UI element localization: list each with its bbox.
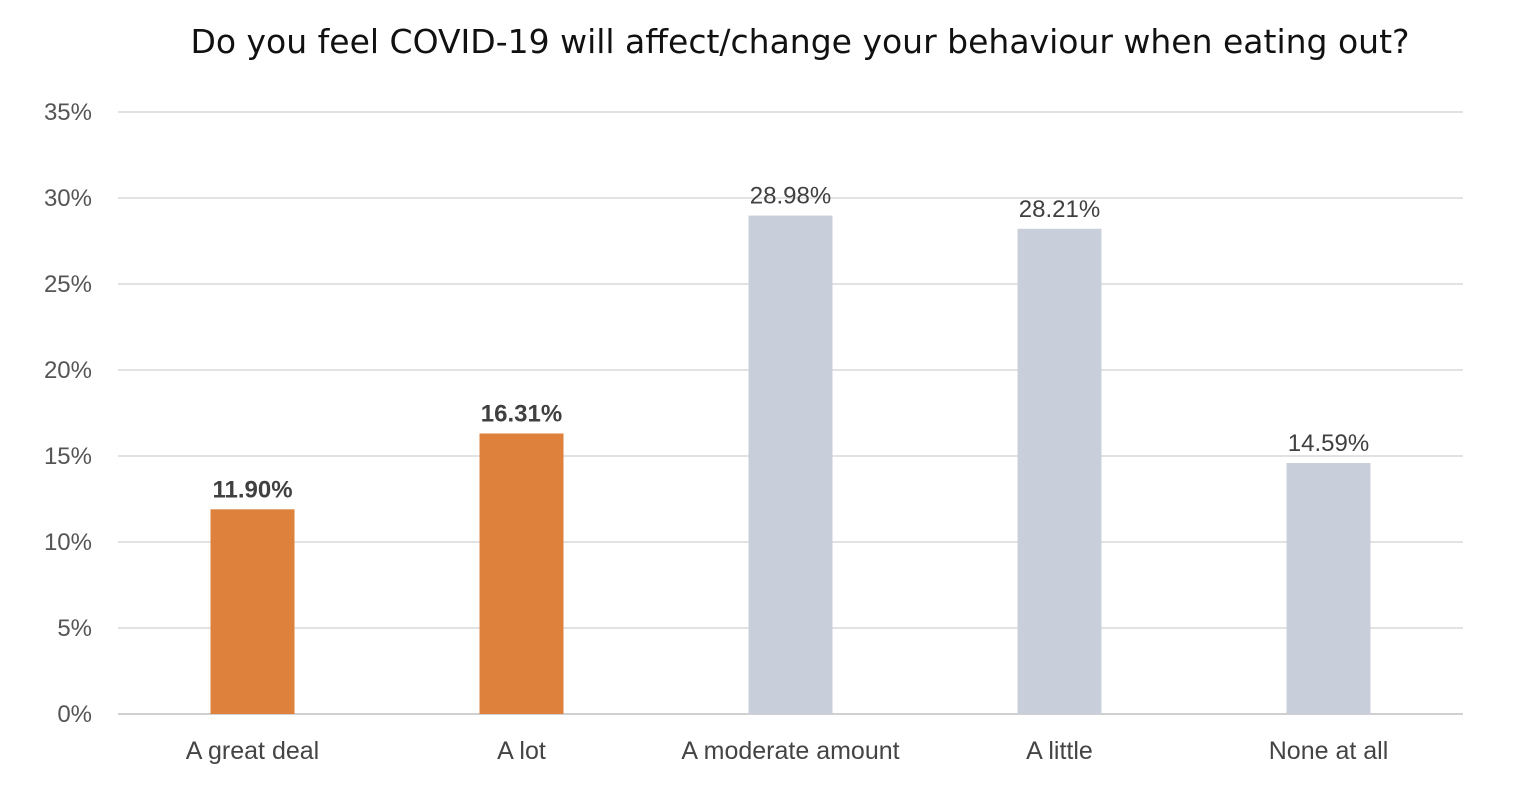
x-category-label: A lot <box>497 737 546 765</box>
bar <box>210 509 295 714</box>
x-category-label: A little <box>1026 737 1093 765</box>
data-labels: 11.90% 16.31% 28.98% 28.21% 14.59% <box>212 183 1369 504</box>
data-label: 11.90% <box>212 476 292 503</box>
x-category-label: None at all <box>1269 737 1389 765</box>
data-label: 28.21% <box>1019 196 1100 223</box>
x-category-label: A moderate amount <box>681 737 899 765</box>
bar <box>1017 228 1102 714</box>
bars <box>210 215 1371 714</box>
x-axis-category-labels: A great deal A lot A moderate amount A litt… <box>186 737 1388 765</box>
y-tick-label: 25% <box>44 271 92 298</box>
y-tick-label: 15% <box>44 443 92 470</box>
y-tick-label: 35% <box>44 99 92 126</box>
x-category-label: A great deal <box>186 737 319 765</box>
y-tick-label: 5% <box>57 615 92 642</box>
bar <box>479 433 564 714</box>
chart-title: Do you feel COVID-19 will affect/change … <box>190 22 1410 61</box>
y-tick-label: 30% <box>44 185 92 212</box>
data-label: 28.98% <box>750 183 831 210</box>
y-tick-label: 10% <box>44 529 92 556</box>
bar <box>1286 463 1371 714</box>
y-tick-label: 20% <box>44 357 92 384</box>
data-label: 14.59% <box>1288 430 1369 457</box>
y-tick-label: 0% <box>57 701 92 728</box>
bar <box>748 215 833 714</box>
y-axis-tick-labels: 0% 5% 10% 15% 20% 25% 30% 35% <box>44 99 92 728</box>
data-label: 16.31% <box>481 400 562 427</box>
